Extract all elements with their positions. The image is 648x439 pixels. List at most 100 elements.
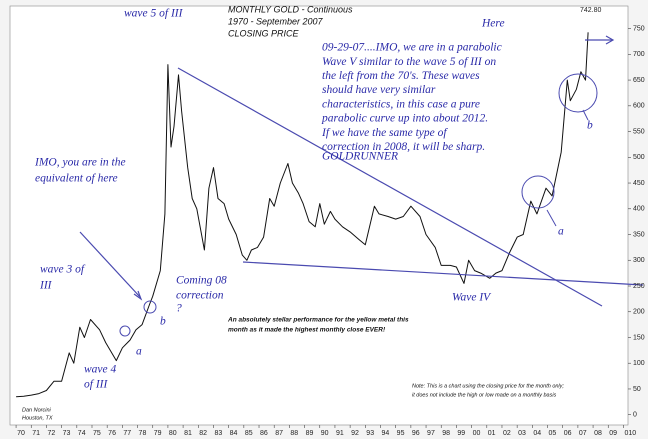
- y-tick-label: 100: [633, 360, 645, 367]
- value-label: 742.80: [580, 7, 602, 14]
- annotation: Wave IV: [452, 292, 492, 304]
- x-tick-label: 06: [564, 430, 572, 437]
- y-tick-label: 500: [633, 154, 645, 161]
- x-tick-label: 96: [412, 430, 420, 437]
- x-tick-label: 87: [275, 430, 283, 437]
- annotation: III: [39, 280, 53, 292]
- annotation: GOLDRUNNER: [322, 151, 398, 163]
- circle-marker: [558, 73, 598, 113]
- y-tick-label: 750: [633, 25, 645, 32]
- annotation: 09-29-07....IMO, we are in a parabolic: [322, 42, 502, 54]
- annotation: the left from the 70's. These waves: [322, 70, 480, 82]
- chart-subtitle: 1970 - September 2007: [228, 16, 324, 26]
- x-tick-label: 89: [306, 430, 314, 437]
- x-tick-label: 85: [245, 430, 253, 437]
- arrow: [546, 209, 557, 227]
- x-tick-label: 97: [427, 430, 435, 437]
- x-tick-label: 94: [381, 430, 389, 437]
- annotation: correction in 2008, it will be sharp.: [322, 141, 485, 153]
- trend-line: [242, 261, 644, 286]
- x-tick-label: 82: [199, 430, 207, 437]
- y-tick-label: 150: [633, 334, 645, 341]
- y-tick-label: 600: [633, 103, 645, 110]
- annotation: Coming 08: [176, 275, 227, 287]
- author: Dan Norcini: [22, 407, 52, 413]
- x-tick-label: 72: [47, 430, 55, 437]
- chart-subtitle: CLOSING PRICE: [228, 28, 300, 38]
- annotation: parabolic curve up into about 2012.: [321, 113, 488, 125]
- x-tick-label: 09: [609, 430, 617, 437]
- x-tick-label: 010: [624, 430, 636, 437]
- annotation: wave 4: [84, 364, 117, 376]
- annotation: Wave V similar to the wave 5 of III on: [322, 56, 496, 68]
- x-tick-label: 88: [290, 430, 298, 437]
- y-tick-label: 550: [633, 128, 645, 135]
- x-tick-label: 92: [351, 430, 359, 437]
- x-tick-label: 76: [108, 430, 116, 437]
- y-tick-label: 700: [633, 51, 645, 58]
- y-tick-label: 200: [633, 309, 645, 316]
- x-tick-label: 05: [549, 430, 557, 437]
- price-line: [16, 32, 589, 398]
- x-tick-label: 86: [260, 430, 268, 437]
- y-tick-label: 0: [633, 412, 637, 419]
- annotation: should have very similar: [322, 84, 436, 96]
- x-tick-label: 98: [442, 430, 450, 437]
- note: it does not include the high or low made…: [412, 392, 557, 398]
- x-tick-label: 80: [169, 430, 177, 437]
- annotation: An absolutely stellar performance for th…: [227, 317, 409, 324]
- x-tick-label: 03: [518, 430, 526, 437]
- x-tick-label: 74: [78, 430, 86, 437]
- y-tick-label: 250: [633, 283, 645, 290]
- arrow: [79, 231, 141, 298]
- x-tick-label: 71: [32, 430, 40, 437]
- annotation: a: [558, 226, 564, 238]
- x-tick-label: 70: [17, 430, 25, 437]
- y-tick-label: 400: [633, 206, 645, 213]
- arrow-head: [133, 290, 143, 301]
- annotation: If we have the same type of: [321, 127, 448, 139]
- arrow-head: [605, 35, 615, 45]
- x-tick-label: 04: [533, 430, 541, 437]
- x-tick-label: 83: [214, 430, 222, 437]
- y-tick-label: 300: [633, 257, 645, 264]
- x-tick-label: 08: [594, 430, 602, 437]
- annotation: correction: [176, 290, 224, 302]
- annotation: IMO, you are in the: [34, 157, 126, 169]
- x-tick-label: 07: [579, 430, 587, 437]
- annotation: equivalent of here: [35, 173, 118, 185]
- x-tick-label: 78: [139, 430, 147, 437]
- y-tick-label: 350: [633, 231, 645, 238]
- annotation: characteristics, in this case a pure: [322, 98, 480, 110]
- y-tick-label: 650: [633, 77, 645, 84]
- x-tick-label: 81: [184, 430, 192, 437]
- annotation: month as it made the highest monthly clo…: [228, 327, 386, 334]
- annotation: b: [160, 316, 166, 328]
- annotation: b: [587, 120, 593, 132]
- x-tick-label: 93: [366, 430, 374, 437]
- x-tick-label: 99: [457, 430, 465, 437]
- annotation: a: [136, 346, 142, 358]
- circle-marker: [143, 300, 157, 314]
- x-tick-label: 79: [154, 430, 162, 437]
- circle-marker: [119, 325, 131, 337]
- y-tick-label: 50: [633, 386, 641, 393]
- chart-title: MONTHLY GOLD - Continuous: [228, 4, 353, 14]
- x-tick-label: 73: [63, 430, 71, 437]
- x-tick-label: 02: [503, 430, 511, 437]
- annotation: of III: [84, 379, 108, 391]
- annotation: ?: [176, 303, 182, 315]
- x-tick-label: 90: [321, 430, 329, 437]
- x-tick-label: 84: [230, 430, 238, 437]
- x-tick-label: 75: [93, 430, 101, 437]
- annotation: Here: [481, 18, 505, 30]
- x-tick-label: 77: [123, 430, 131, 437]
- annotation: wave 5 of III: [124, 8, 184, 20]
- circle-marker: [521, 175, 555, 209]
- x-tick-label: 91: [336, 430, 344, 437]
- annotation: wave 3 of: [40, 264, 86, 276]
- y-tick-label: 450: [633, 180, 645, 187]
- plot-area: [9, 5, 629, 426]
- arrow: [582, 109, 589, 121]
